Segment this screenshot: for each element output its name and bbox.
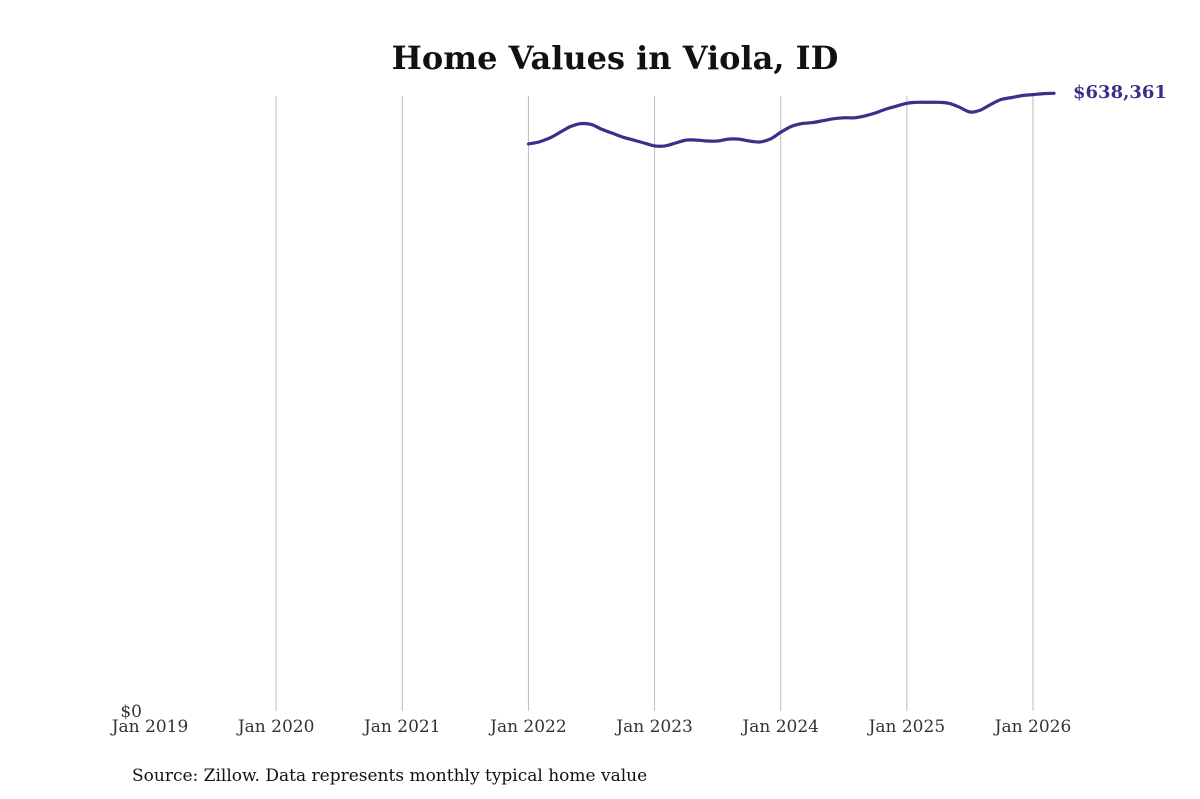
x-tick-label: Jan 2021 — [362, 717, 441, 737]
x-axis-ticks: Jan 2019 Jan 2020 Jan 2021 Jan 2022 Jan 2023… — [110, 717, 1072, 737]
x-tick-label: Jan 2023 — [614, 717, 693, 737]
series-line-0 — [526, 91, 1056, 148]
x-tick-label: Jan 2019 — [110, 717, 189, 737]
chart-title: Home Values in Viola, ID — [392, 39, 839, 77]
x-tick-label: Jan 2025 — [867, 717, 946, 737]
x-tick-label: Jan 2026 — [993, 717, 1072, 737]
x-tick-label: Jan 2024 — [740, 717, 819, 737]
x-tick-label: Jan 2022 — [488, 717, 567, 737]
source-note: Source: Zillow. Data represents monthly … — [132, 766, 647, 786]
series-group — [526, 91, 1056, 148]
x-tick-label: Jan 2020 — [236, 717, 315, 737]
y-axis-ticks: $0 — [120, 702, 142, 722]
y-tick-label: $0 — [120, 702, 142, 722]
gridlines — [275, 96, 1034, 711]
end-value-label: $638,361 — [1073, 82, 1167, 103]
